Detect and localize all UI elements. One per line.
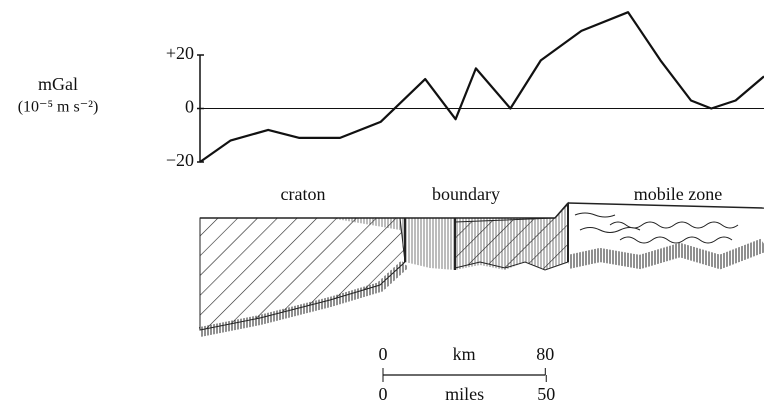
scale-unit: km [453, 344, 476, 364]
cross-section [199, 201, 764, 337]
gravity-curve [199, 11, 764, 163]
y-tick-label: −20 [166, 150, 194, 170]
scale-label: 0 [379, 384, 388, 404]
region-label: mobile zone [634, 184, 722, 204]
scale-label: 50 [537, 384, 555, 404]
scale-label: 0 [379, 344, 388, 364]
scale-label: 80 [536, 344, 554, 364]
scale-unit: miles [445, 384, 484, 404]
y-tick-label: 0 [185, 97, 194, 117]
y-tick-label: +20 [166, 43, 194, 63]
region-label: boundary [432, 184, 500, 204]
y-label: (10⁻⁵ m s⁻²) [18, 99, 99, 116]
y-label: mGal [38, 74, 78, 94]
region-label: craton [281, 184, 326, 204]
